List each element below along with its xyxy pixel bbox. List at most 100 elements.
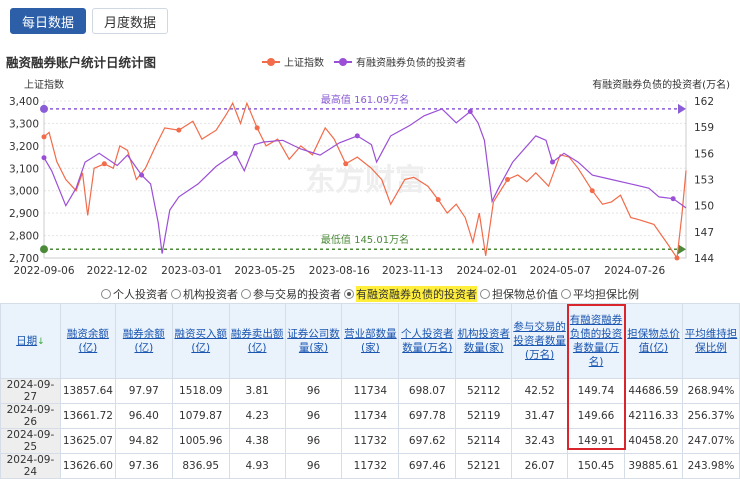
- y-tick-label-right: 153: [694, 175, 714, 187]
- column-header-label[interactable]: 日期: [16, 334, 38, 347]
- chart-legend: 上证指数 有融资融券负债的投资者: [262, 54, 466, 69]
- legend-label: 有融资融券负债的投资者: [356, 58, 466, 69]
- column-header-label[interactable]: 参与交易的投资者数量(万名): [513, 321, 566, 361]
- table-cell: 243.98%: [681, 453, 740, 479]
- series-radio-group: 个人投资者 机构投资者 参与交易的投资者 有融资融券负债的投资者 担保物总价值 …: [0, 286, 740, 302]
- column-header-label[interactable]: 机构投资者数量(家): [457, 328, 510, 354]
- left-axis-title: 上证指数: [24, 80, 64, 91]
- column-header-label[interactable]: 有融资融券负债的投资者数量(万名): [569, 314, 623, 368]
- tab-monthly[interactable]: 月度数据: [92, 8, 168, 34]
- data-point: [670, 196, 676, 202]
- min-label: 最低值 145.01万名: [321, 233, 409, 246]
- column-header-label[interactable]: 个人投资者数量(万名): [401, 328, 454, 354]
- column-header-label[interactable]: 平均维持担保比例: [684, 328, 738, 354]
- table-cell: 13857.64: [59, 378, 116, 404]
- column-header-label[interactable]: 融券余额(亿): [122, 328, 165, 354]
- radio-label: 担保物总价值: [492, 288, 558, 301]
- radio-ratio[interactable]: 平均担保比例: [561, 286, 639, 302]
- table-cell: 32.43: [511, 428, 569, 454]
- legend-label: 上证指数: [284, 58, 324, 69]
- y-tick-label-left: 2,700: [9, 253, 39, 265]
- table-cell: 11732: [341, 453, 400, 479]
- y-tick-label-right: 147: [694, 227, 714, 239]
- column-header-label[interactable]: 证券公司数量(家): [287, 328, 340, 354]
- radio-liability[interactable]: 有融资融券负债的投资者: [344, 286, 477, 302]
- table-cell: 4.38: [228, 428, 286, 454]
- radio-label: 机构投资者: [183, 288, 238, 301]
- data-point: [232, 150, 238, 156]
- table-cell: 52114: [455, 428, 513, 454]
- table-cell: 1005.96: [171, 428, 230, 454]
- radio-trading[interactable]: 参与交易的投资者: [241, 286, 341, 302]
- table-cell: 96: [284, 378, 343, 404]
- column-header[interactable]: 参与交易的投资者数量(万名): [511, 303, 569, 379]
- column-header[interactable]: 个人投资者数量(万名): [398, 303, 457, 379]
- highlight-box: [567, 304, 626, 450]
- column-header[interactable]: 平均维持担保比例: [681, 303, 740, 379]
- table-cell: 96: [284, 403, 343, 429]
- table-cell: 42.52: [511, 378, 569, 404]
- data-point: [549, 159, 555, 165]
- radio-individual[interactable]: 个人投资者: [101, 286, 168, 302]
- radio-circle-icon: [241, 289, 251, 299]
- sort-desc-icon[interactable]: ↓: [37, 336, 45, 347]
- radio-circle-icon: [561, 289, 571, 299]
- table-cell: 42116.33: [623, 403, 683, 429]
- table-cell: 96: [284, 453, 343, 479]
- x-tick-label: 2022-09-06: [13, 265, 74, 277]
- data-point: [467, 108, 473, 114]
- radio-institution[interactable]: 机构投资者: [171, 286, 238, 302]
- line-chart: 3,400 3,300 3,200 3,100 3,000 2,900 2,800 2,700…: [9, 93, 714, 277]
- column-header[interactable]: 日期↓: [0, 303, 61, 379]
- legend-marker-icon: [334, 57, 352, 67]
- data-point: [505, 177, 511, 182]
- table-cell: 2024-09-26: [0, 403, 61, 429]
- column-header-label[interactable]: 融券卖出额(亿): [230, 328, 284, 354]
- table-cell: 96: [284, 428, 343, 454]
- column-header[interactable]: 融券卖出额(亿): [228, 303, 286, 379]
- table-cell: 52119: [455, 403, 513, 429]
- column-header[interactable]: 融资买入额(亿): [171, 303, 230, 379]
- data-point: [41, 134, 47, 140]
- column-header[interactable]: 担保物总价值(亿): [623, 303, 683, 379]
- column-header-label[interactable]: 营业部数量(家): [344, 328, 397, 354]
- table-cell: 150.45: [567, 453, 625, 479]
- column-header[interactable]: 融资余额(亿): [59, 303, 116, 379]
- column-header[interactable]: 融券余额(亿): [114, 303, 173, 379]
- radio-collateral[interactable]: 担保物总价值: [480, 286, 558, 302]
- column-header[interactable]: 营业部数量(家): [341, 303, 400, 379]
- x-tick-label: 2024-02-01: [456, 265, 517, 277]
- column-header-label[interactable]: 融资余额(亿): [66, 328, 109, 354]
- table-cell: 697.46: [398, 453, 457, 479]
- y-tick-label-right: 150: [694, 201, 714, 213]
- table-cell: 26.07: [511, 453, 569, 479]
- x-tick-label: 2023-05-25: [234, 265, 295, 277]
- radio-label: 个人投资者: [113, 288, 168, 301]
- column-header-label[interactable]: 担保物总价值(亿): [627, 328, 680, 354]
- radio-circle-icon: [480, 289, 490, 299]
- x-tick-label: 2023-11-13: [382, 265, 443, 277]
- legend-item-index[interactable]: 上证指数: [262, 54, 324, 69]
- table-cell: 13661.72: [59, 403, 116, 429]
- data-point: [41, 155, 47, 161]
- legend-item-investors[interactable]: 有融资融券负债的投资者: [334, 54, 466, 69]
- data-point: [674, 255, 680, 261]
- table-cell: 1518.09: [171, 378, 230, 404]
- data-point: [176, 127, 182, 133]
- column-header[interactable]: 机构投资者数量(家): [455, 303, 513, 379]
- table-cell: 11732: [341, 428, 400, 454]
- max-label: 最高值 161.09万名: [321, 93, 409, 106]
- y-tick-label-left: 3,400: [9, 96, 39, 108]
- table-row: 2024-09-27 13857.64 97.97 1518.09 3.81 96 1173…: [0, 378, 740, 404]
- min-arrow-icon: [678, 244, 686, 255]
- column-header[interactable]: 证券公司数量(家): [284, 303, 343, 379]
- table-cell: 97.97: [114, 378, 173, 404]
- y-tick-label-left: 3,300: [9, 118, 39, 130]
- data-point: [435, 197, 441, 203]
- column-header-label[interactable]: 融资买入额(亿): [174, 328, 227, 354]
- data-point: [101, 161, 107, 167]
- tab-daily[interactable]: 每日数据: [10, 8, 86, 34]
- table-cell: 256.37%: [681, 403, 740, 429]
- table-cell: 44686.59: [623, 378, 683, 404]
- x-tick-label: 2023-03-01: [161, 265, 222, 277]
